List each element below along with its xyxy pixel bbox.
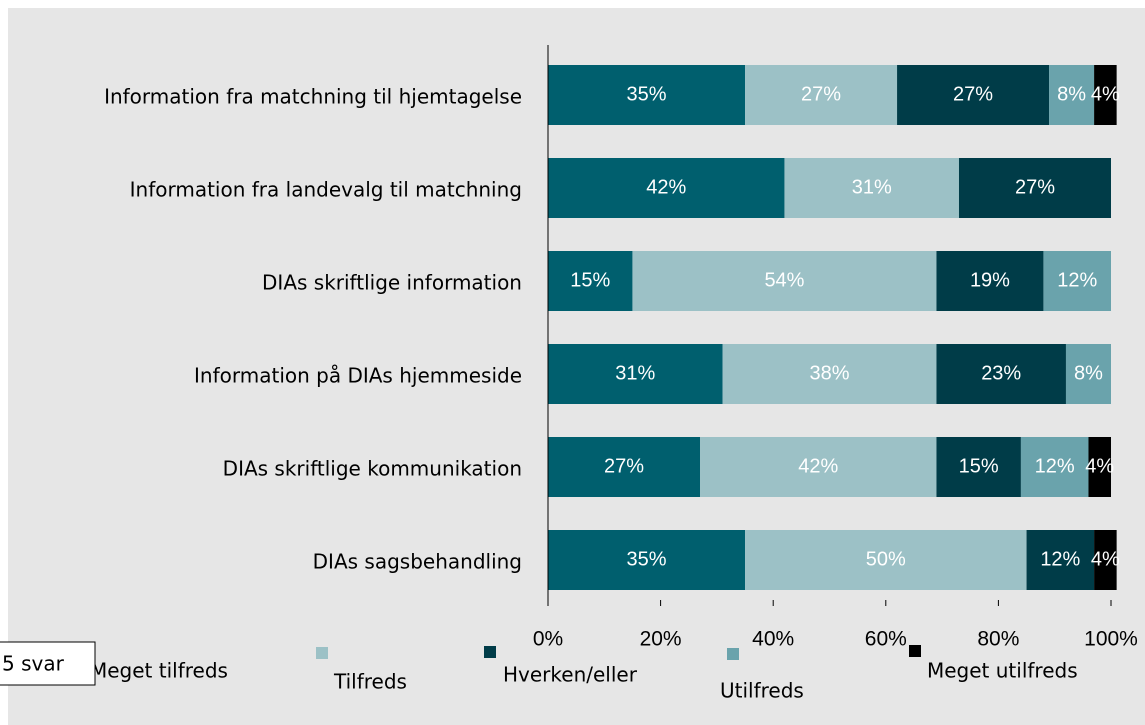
value-label: 8% bbox=[1074, 362, 1103, 384]
value-label: 27% bbox=[953, 83, 993, 105]
legend-label: Hverken/eller bbox=[503, 663, 638, 687]
bar-segment bbox=[936, 251, 1044, 311]
value-label: 35% bbox=[627, 83, 667, 105]
value-label: 12% bbox=[1040, 548, 1080, 570]
value-label: 15% bbox=[570, 269, 610, 291]
bar-segment bbox=[897, 65, 1050, 125]
bar-segment bbox=[1043, 251, 1111, 311]
bar-segment bbox=[958, 158, 1111, 218]
bar-segment bbox=[1026, 530, 1095, 590]
bar-segment bbox=[1049, 65, 1095, 125]
value-label: 35% bbox=[627, 548, 667, 570]
value-label: 23% bbox=[981, 362, 1021, 384]
bar-segment bbox=[632, 251, 937, 311]
value-label: 4% bbox=[1091, 548, 1120, 570]
value-label: 27% bbox=[1015, 176, 1055, 198]
x-tick-label: 20% bbox=[640, 628, 682, 651]
category-label: DIAs skriftlige kommunikation bbox=[223, 457, 522, 481]
bar-segment bbox=[548, 251, 633, 311]
legend-swatch bbox=[484, 646, 496, 658]
legend-swatch bbox=[727, 648, 739, 660]
value-label: 50% bbox=[866, 548, 906, 570]
bar-segment bbox=[548, 437, 701, 497]
x-tick-label: 60% bbox=[865, 628, 907, 651]
bar-segment bbox=[784, 158, 959, 218]
value-label: 8% bbox=[1057, 83, 1086, 105]
category-label: Information fra matchning til hjemtagels… bbox=[104, 85, 522, 109]
x-tick-label: 100% bbox=[1084, 628, 1138, 651]
legend-label: Tilfreds bbox=[333, 670, 407, 694]
bar-segment bbox=[722, 344, 937, 404]
annotation: 5 svar bbox=[2, 652, 65, 676]
bar-segment bbox=[1094, 65, 1117, 125]
legend-swatch bbox=[909, 645, 921, 657]
category-label: Information på DIAs hjemmeside bbox=[194, 364, 522, 388]
value-label: 27% bbox=[604, 455, 644, 477]
value-label: 27% bbox=[801, 83, 841, 105]
annotation-box bbox=[0, 641, 96, 686]
value-label: 15% bbox=[959, 455, 999, 477]
value-label: 19% bbox=[970, 269, 1010, 291]
bar-segment bbox=[745, 530, 1027, 590]
bar-segment bbox=[548, 158, 785, 218]
value-label: 31% bbox=[852, 176, 892, 198]
category-label: Information fra landevalg til matchning bbox=[130, 178, 522, 202]
value-label: 31% bbox=[615, 362, 655, 384]
value-label: 54% bbox=[764, 269, 804, 291]
bar-segment bbox=[936, 344, 1066, 404]
category-label: DIAs skriftlige information bbox=[262, 271, 522, 295]
bar-segment bbox=[1094, 530, 1117, 590]
bar-segment bbox=[936, 437, 1021, 497]
legend-label: Meget tilfreds bbox=[90, 659, 228, 683]
bar-segment bbox=[548, 344, 723, 404]
bar-segment bbox=[745, 65, 898, 125]
x-tick-label: 0% bbox=[533, 628, 563, 651]
bar-segment bbox=[700, 437, 937, 497]
legend-label: Utilfreds bbox=[720, 679, 804, 703]
bar-segment bbox=[1088, 437, 1111, 497]
legend-label: Meget utilfreds bbox=[927, 659, 1078, 683]
bar-segment bbox=[1020, 437, 1089, 497]
bar-segment bbox=[548, 65, 746, 125]
value-label: 4% bbox=[1085, 455, 1114, 477]
bar-segment bbox=[548, 530, 746, 590]
value-label: 12% bbox=[1035, 455, 1075, 477]
bar-segment bbox=[1065, 344, 1111, 404]
value-label: 42% bbox=[646, 176, 686, 198]
value-label: 12% bbox=[1057, 269, 1097, 291]
legend-swatch bbox=[316, 647, 328, 659]
value-label: 4% bbox=[1091, 83, 1120, 105]
x-tick-label: 40% bbox=[752, 628, 794, 651]
value-label: 38% bbox=[809, 362, 849, 384]
category-label: DIAs sagsbehandling bbox=[313, 550, 522, 574]
x-tick-label: 80% bbox=[977, 628, 1019, 651]
value-label: 42% bbox=[798, 455, 838, 477]
